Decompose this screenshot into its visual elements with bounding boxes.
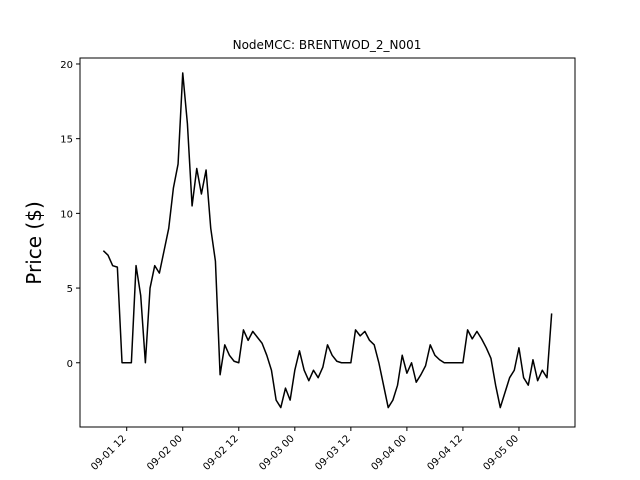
x-tick-label: 09-02 12 — [201, 433, 241, 473]
chart-title: NodeMCC: BRENTWOD_2_N001 — [233, 38, 422, 52]
y-axis-label: Price ($) — [22, 201, 46, 284]
y-tick-label: 20 — [60, 60, 73, 71]
y-tick-label: 15 — [60, 135, 73, 146]
x-tick-label: 09-04 12 — [425, 433, 465, 473]
x-tick-label: 09-01 12 — [89, 433, 129, 473]
price-line — [102, 72, 553, 409]
y-tick-label: 10 — [60, 209, 73, 220]
x-tick-label: 09-03 00 — [257, 433, 297, 473]
y-tick-label: 5 — [67, 284, 73, 295]
x-tick-label: 09-03 12 — [313, 433, 353, 473]
x-tick-label: 09-04 00 — [369, 433, 409, 473]
x-tick-label: 09-05 00 — [482, 433, 522, 473]
y-tick-label: 0 — [67, 359, 73, 370]
x-tick-label: 09-02 00 — [145, 433, 185, 473]
axes-frame — [79, 57, 576, 428]
